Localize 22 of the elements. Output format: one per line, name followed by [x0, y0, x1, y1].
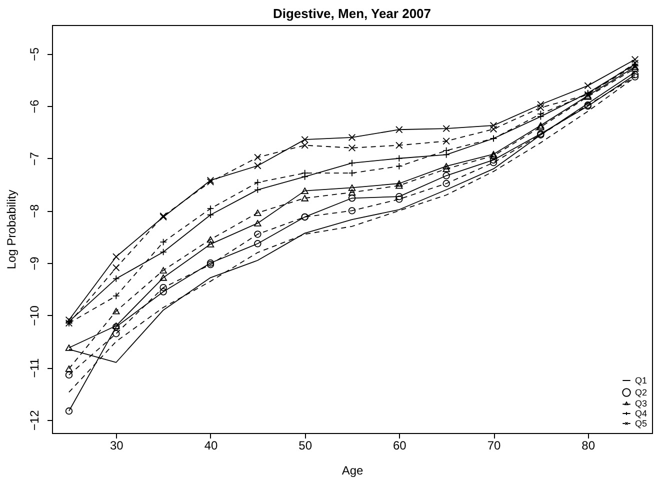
y-axis-title: Log Probability	[4, 190, 18, 270]
x-tick-label: 60	[392, 438, 407, 452]
chart-title: Digestive, Men, Year 2007	[272, 6, 432, 21]
x-tick-label: 50	[298, 438, 312, 452]
x-axis-title: Age	[342, 464, 364, 478]
y-tick-label: −5	[28, 47, 42, 62]
y-tick-label: −11	[28, 358, 42, 378]
y-tick-label: −10	[28, 305, 42, 326]
y-tick-label: −8	[28, 204, 42, 218]
legend-label: Q2	[635, 388, 648, 398]
legend-label: Q4	[635, 408, 648, 418]
legend-label: Q1	[635, 376, 648, 386]
x-tick-label: 40	[204, 438, 218, 452]
y-tick-label: −12	[28, 410, 42, 431]
x-tick-label: 70	[487, 438, 502, 452]
y-tick-label: −6	[28, 99, 42, 114]
x-tick-label: 80	[582, 438, 596, 452]
legend-label: Q5	[635, 418, 648, 428]
legend-label: Q3	[635, 398, 648, 408]
x-tick-label: 30	[110, 438, 124, 452]
y-tick-label: −9	[28, 256, 42, 270]
y-tick-label: −7	[28, 152, 42, 166]
